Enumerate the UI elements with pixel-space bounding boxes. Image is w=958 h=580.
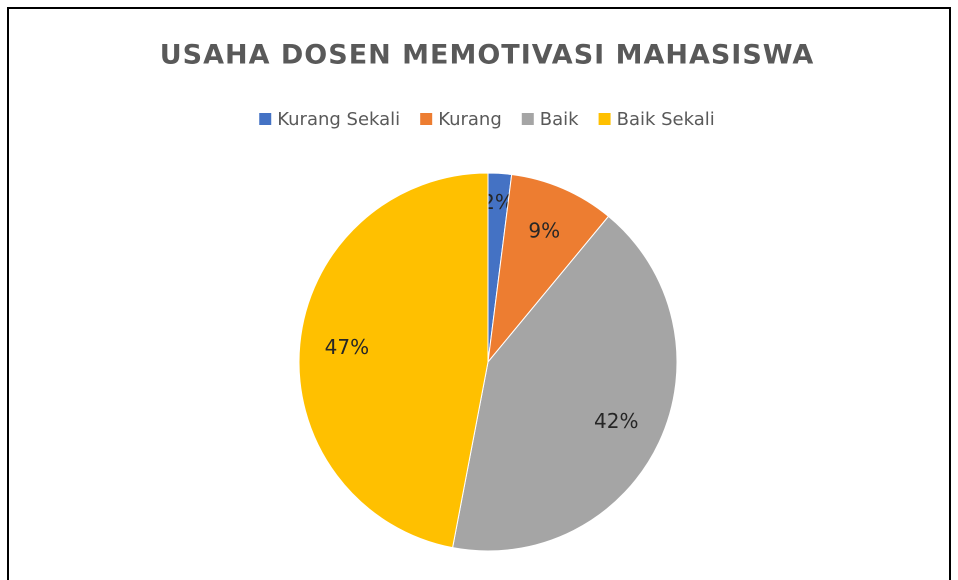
data-label: 47%: [325, 335, 369, 359]
legend-swatch: [259, 113, 272, 125]
legend-label: Kurang: [438, 109, 502, 130]
legend-label: Kurang Sekali: [277, 109, 400, 130]
legend-label: Baik Sekali: [617, 109, 715, 130]
legend: Kurang Sekali Kurang Baik Baik Sekali: [259, 109, 715, 130]
data-label: 9%: [528, 218, 560, 242]
legend-swatch: [420, 113, 433, 125]
legend-label: Baik: [540, 109, 579, 130]
data-label: 42%: [594, 409, 638, 433]
pie-slice: [298, 172, 489, 549]
pie-slice: [452, 215, 678, 552]
legend-swatch: [521, 113, 534, 125]
legend-swatch: [598, 113, 611, 125]
chart-title: USAHA DOSEN MEMOTIVASI MAHASISWA: [160, 40, 815, 71]
pie-slice: [487, 173, 610, 364]
